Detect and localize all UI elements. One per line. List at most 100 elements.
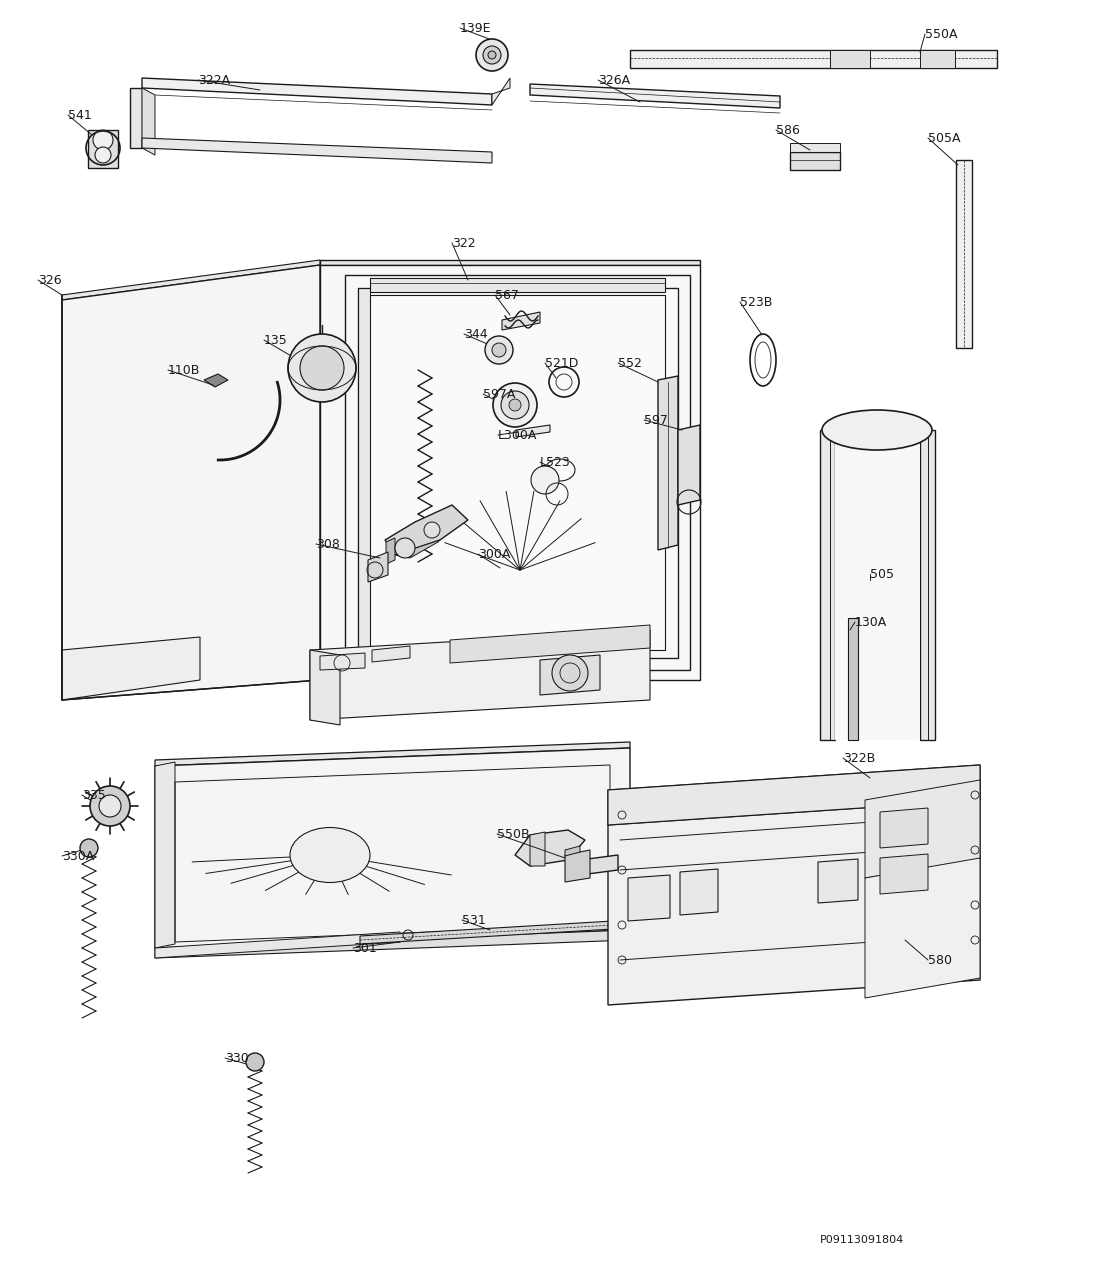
Circle shape <box>485 336 513 364</box>
Polygon shape <box>62 265 320 700</box>
Circle shape <box>90 785 130 826</box>
Circle shape <box>509 398 521 411</box>
Circle shape <box>80 839 98 857</box>
Polygon shape <box>956 160 972 348</box>
Polygon shape <box>920 430 935 740</box>
Polygon shape <box>310 630 650 721</box>
Polygon shape <box>310 651 340 726</box>
Circle shape <box>95 146 111 163</box>
Text: 586: 586 <box>776 123 800 136</box>
Text: 322B: 322B <box>843 751 876 765</box>
Polygon shape <box>540 656 600 695</box>
Polygon shape <box>680 869 718 915</box>
Polygon shape <box>358 288 370 658</box>
Text: 308: 308 <box>316 537 340 550</box>
Text: 301: 301 <box>353 942 376 955</box>
Text: 597A: 597A <box>483 387 516 401</box>
Text: 505: 505 <box>870 568 894 580</box>
Circle shape <box>500 391 529 419</box>
Polygon shape <box>580 855 618 875</box>
Polygon shape <box>530 84 780 108</box>
Polygon shape <box>565 847 580 855</box>
Polygon shape <box>155 742 630 766</box>
Circle shape <box>488 51 496 59</box>
Polygon shape <box>372 645 410 662</box>
Polygon shape <box>370 278 666 292</box>
Polygon shape <box>320 653 365 670</box>
Text: 110B: 110B <box>168 364 200 377</box>
Polygon shape <box>386 538 395 564</box>
Polygon shape <box>865 858 980 998</box>
Circle shape <box>424 522 440 538</box>
Circle shape <box>492 342 506 356</box>
Text: 330A: 330A <box>62 849 95 863</box>
Polygon shape <box>155 763 175 948</box>
Polygon shape <box>155 749 630 948</box>
Polygon shape <box>790 143 840 151</box>
Ellipse shape <box>822 410 932 449</box>
Polygon shape <box>818 859 858 903</box>
Polygon shape <box>835 430 920 740</box>
Polygon shape <box>565 850 590 882</box>
Text: 326: 326 <box>39 274 62 286</box>
Circle shape <box>94 130 113 150</box>
Polygon shape <box>385 505 468 555</box>
Text: 580: 580 <box>928 953 952 966</box>
Polygon shape <box>142 88 155 155</box>
Polygon shape <box>516 425 550 437</box>
Text: 597: 597 <box>644 414 668 426</box>
Polygon shape <box>515 830 585 866</box>
Text: 505A: 505A <box>928 131 960 145</box>
Polygon shape <box>830 50 870 67</box>
Text: 322: 322 <box>452 237 475 250</box>
Polygon shape <box>848 617 858 740</box>
Text: L300A: L300A <box>498 429 538 442</box>
Polygon shape <box>370 295 666 651</box>
Text: 552: 552 <box>618 356 642 369</box>
Polygon shape <box>492 78 510 104</box>
Polygon shape <box>865 780 980 878</box>
Polygon shape <box>450 625 650 663</box>
Polygon shape <box>62 636 200 700</box>
Text: 130A: 130A <box>855 616 888 629</box>
Text: 335: 335 <box>82 788 106 802</box>
Polygon shape <box>868 855 908 899</box>
Text: L523: L523 <box>540 456 571 468</box>
Polygon shape <box>204 374 228 387</box>
Polygon shape <box>502 312 540 330</box>
Text: P09113091804: P09113091804 <box>820 1235 904 1245</box>
Circle shape <box>483 46 500 64</box>
Text: 135: 135 <box>264 334 288 346</box>
Polygon shape <box>360 920 630 945</box>
Polygon shape <box>62 260 320 300</box>
Circle shape <box>99 796 121 817</box>
Text: 541: 541 <box>68 108 91 121</box>
Circle shape <box>476 39 508 71</box>
Text: 521D: 521D <box>544 356 579 369</box>
Text: 139E: 139E <box>460 22 492 34</box>
Polygon shape <box>142 78 492 104</box>
Polygon shape <box>630 50 997 67</box>
Polygon shape <box>368 552 388 582</box>
Circle shape <box>300 346 344 390</box>
Ellipse shape <box>290 827 370 882</box>
Polygon shape <box>628 875 670 920</box>
Circle shape <box>395 538 415 558</box>
Polygon shape <box>320 265 700 680</box>
Polygon shape <box>880 808 928 848</box>
Polygon shape <box>142 137 492 163</box>
Circle shape <box>493 383 537 426</box>
Polygon shape <box>130 88 142 148</box>
Polygon shape <box>608 765 980 825</box>
Circle shape <box>246 1053 264 1071</box>
Text: 531: 531 <box>462 914 486 927</box>
Polygon shape <box>920 50 955 67</box>
Text: 300A: 300A <box>478 547 510 560</box>
Polygon shape <box>790 151 840 171</box>
Text: 567: 567 <box>495 289 519 302</box>
Polygon shape <box>608 765 980 825</box>
Text: 523B: 523B <box>740 295 772 308</box>
Text: 322A: 322A <box>198 74 230 87</box>
Circle shape <box>531 466 559 494</box>
Polygon shape <box>155 931 630 959</box>
